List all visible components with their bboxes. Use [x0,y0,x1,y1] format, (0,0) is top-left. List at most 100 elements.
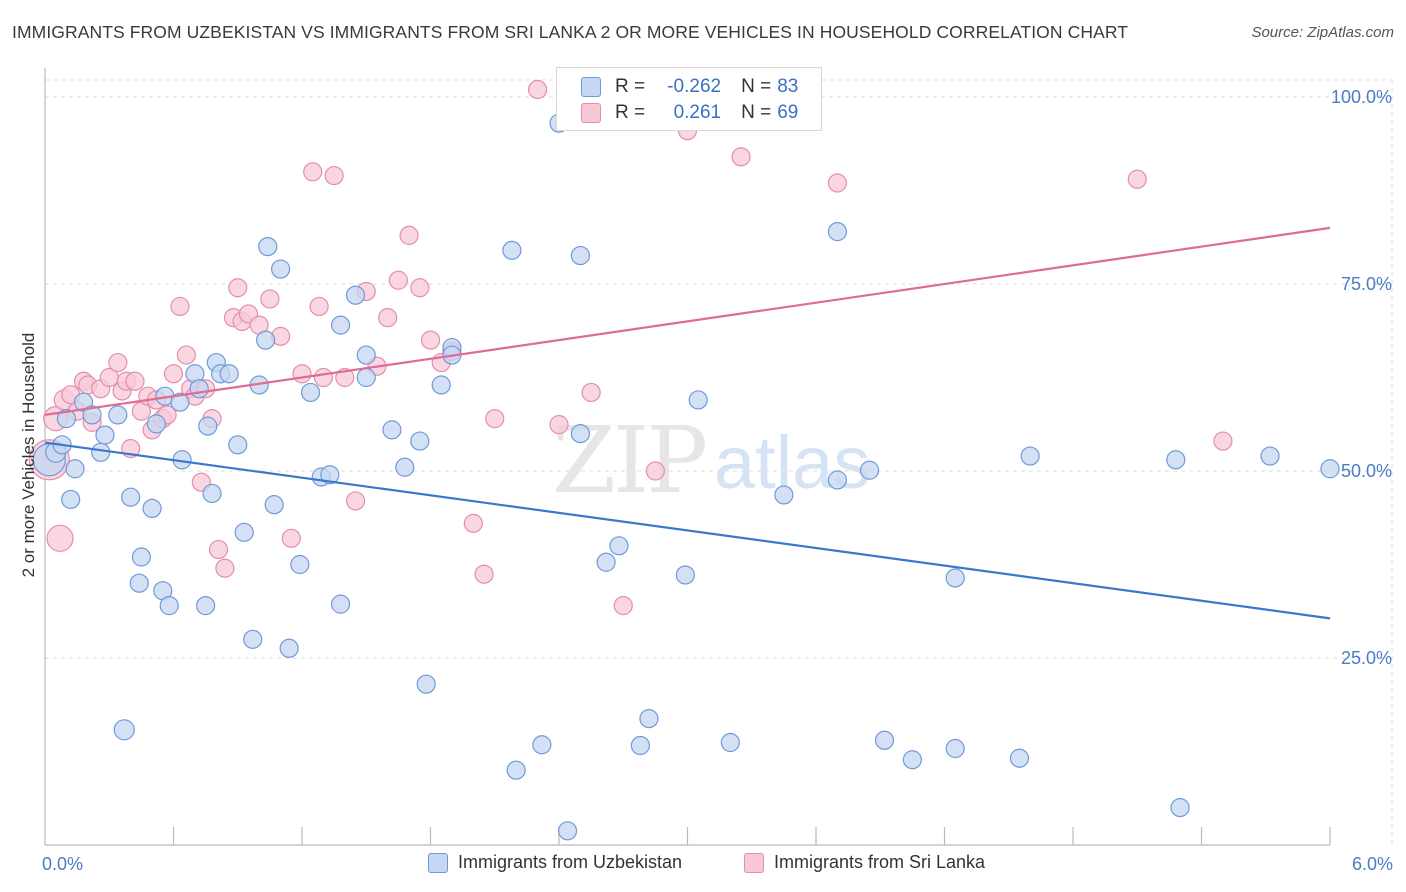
point-uzbekistan [502,240,522,260]
point-sri-lanka [1127,169,1147,189]
point-uzbekistan [596,552,616,572]
point-uzbekistan [874,730,895,750]
point-sri-lanka [260,289,280,309]
point-uzbekistan [320,465,340,485]
point-uzbekistan [170,392,190,412]
legend-n-value: 69 [777,102,799,123]
point-sri-lanka [474,564,494,584]
point-uzbekistan [330,594,351,614]
trend-lines [44,226,1331,620]
correlation-legend: R = -0.262 N = 83 R = 0.261 N = 69 [556,67,822,131]
chart-title: IMMIGRANTS FROM UZBEKISTAN VS IMMIGRANTS… [12,22,1129,42]
legend-item-sri-lanka[interactable]: Immigrants from Sri Lanka [744,852,985,873]
point-uzbekistan [688,390,708,410]
point-uzbekistan [255,330,276,350]
point-uzbekistan [570,245,591,266]
point-uzbekistan [945,568,965,588]
point-sri-lanka [281,528,301,548]
point-uzbekistan [198,416,218,436]
point-uzbekistan [356,367,376,388]
point-uzbekistan [1320,459,1340,479]
point-uzbekistan [345,285,366,305]
legend-swatch-blue [581,77,601,97]
point-sri-lanka [292,364,312,384]
point-uzbekistan [121,487,141,507]
series-legend: Immigrants from Uzbekistan Immigrants fr… [0,852,1406,878]
point-sri-lanka [324,165,344,186]
point-uzbekistan [382,420,402,440]
legend-swatch-pink [744,852,764,873]
legend-r-value: -0.262 [667,76,722,97]
watermark: ZIP atlas [552,407,870,514]
legend-n-label: N = [741,102,772,123]
point-sri-lanka [303,162,323,182]
legend-r-label: R = [615,102,646,123]
point-sri-lanka [176,345,196,365]
point-uzbekistan [506,760,526,780]
point-uzbekistan [416,674,436,694]
y-tick-label: 75.0% [1341,274,1392,294]
trend-line-sri-lanka [44,226,1331,416]
point-uzbekistan [243,629,263,649]
point-uzbekistan [395,457,415,477]
point-sri-lanka [108,352,128,373]
y-tick-label: 50.0% [1341,461,1392,481]
point-uzbekistan [557,821,578,841]
tick-labels: 25.0% 50.0% 75.0% 100.0% 0.0% 6.0% [42,87,1393,874]
point-uzbekistan [219,364,239,384]
point-uzbekistan [61,489,81,510]
point-uzbekistan [91,442,111,462]
point-sri-lanka [581,382,601,403]
point-sri-lanka [399,225,419,245]
point-uzbekistan [675,565,695,585]
point-uzbekistan [609,536,629,556]
point-uzbekistan [56,409,77,429]
point-uzbekistan [264,495,284,515]
point-sri-lanka [313,367,334,388]
point-uzbekistan [65,459,85,479]
legend-swatch-blue [428,852,448,873]
series-sri-lanka-points [28,79,1233,616]
point-sri-lanka [827,173,848,193]
y-tick-label: 100.0% [1331,87,1392,107]
point-uzbekistan [431,375,451,395]
point-uzbekistan [129,573,149,593]
legend-r-label: R = [615,76,646,97]
point-uzbekistan [113,719,135,741]
legend-r-value: 0.261 [673,102,722,123]
series-uzbekistan-points [32,113,1340,841]
point-uzbekistan [1166,450,1186,470]
point-sri-lanka [731,147,751,167]
point-uzbekistan [945,738,965,759]
point-uzbekistan [630,735,650,756]
point-sri-lanka [163,364,184,384]
point-uzbekistan [159,596,179,616]
point-uzbekistan [1260,446,1280,466]
point-uzbekistan [146,414,166,434]
legend-label-sri-lanka: Immigrants from Sri Lanka [774,852,986,872]
point-uzbekistan [196,596,216,616]
point-sri-lanka [410,278,430,298]
point-sri-lanka [613,596,633,616]
point-sri-lanka [228,278,248,298]
point-uzbekistan [902,750,922,770]
legend-n-value: 83 [777,76,799,97]
point-sri-lanka [645,461,665,481]
point-uzbekistan [142,498,162,518]
point-uzbekistan [859,460,880,480]
point-uzbekistan [300,382,321,403]
point-uzbekistan [410,431,430,451]
point-sri-lanka [420,330,441,350]
point-uzbekistan [290,554,310,575]
point-uzbekistan [82,405,102,425]
point-uzbekistan [570,424,591,444]
legend-n-label: N = [741,76,772,97]
point-sri-lanka [46,524,74,552]
x-tick-label: 0.0% [42,854,83,874]
point-uzbekistan [1020,446,1040,466]
point-sri-lanka [345,491,366,511]
legend-item-uzbekistan[interactable]: Immigrants from Uzbekistan [428,852,682,873]
point-uzbekistan [774,485,794,505]
legend-label-uzbekistan: Immigrants from Uzbekistan [458,852,683,872]
